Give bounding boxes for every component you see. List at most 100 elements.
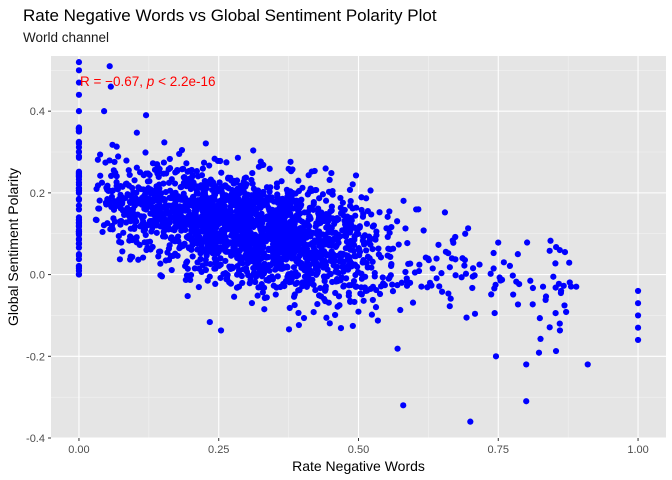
data-point xyxy=(556,320,563,327)
data-point xyxy=(340,268,347,275)
data-point xyxy=(184,258,191,265)
data-point xyxy=(269,206,276,213)
data-point xyxy=(218,238,226,245)
data-point xyxy=(447,295,454,302)
data-point xyxy=(120,229,127,236)
data-point xyxy=(119,248,126,255)
data-point xyxy=(160,180,167,187)
data-point xyxy=(142,112,150,119)
data-point xyxy=(266,165,273,172)
data-point xyxy=(75,79,83,86)
data-point xyxy=(370,222,377,229)
data-point xyxy=(328,203,335,210)
annotation-p-value: < 2.2e-16 xyxy=(154,74,215,89)
data-point xyxy=(207,260,214,268)
data-point xyxy=(183,160,190,167)
correlation-annotation: R = −0.67, p < 2.2e-16 xyxy=(80,74,215,89)
data-point xyxy=(385,275,392,282)
data-point xyxy=(286,304,293,312)
data-point xyxy=(94,156,101,163)
data-point xyxy=(217,157,224,165)
data-point xyxy=(514,251,521,258)
data-point xyxy=(185,245,193,252)
y-axis-title: Global Sentiment Polarity xyxy=(5,168,21,326)
data-point xyxy=(75,154,83,161)
data-point xyxy=(75,91,83,98)
data-point xyxy=(206,162,213,169)
data-point xyxy=(155,168,163,175)
data-point xyxy=(97,172,104,179)
data-point xyxy=(210,204,217,212)
data-point xyxy=(101,108,108,115)
data-point xyxy=(241,194,248,201)
data-point xyxy=(376,290,384,298)
data-point xyxy=(389,288,397,295)
data-point xyxy=(241,206,248,213)
data-point xyxy=(75,179,83,186)
data-point xyxy=(318,209,325,216)
data-point xyxy=(347,258,354,265)
data-point xyxy=(119,199,126,206)
data-point xyxy=(142,200,149,208)
data-point xyxy=(252,264,260,271)
data-point xyxy=(202,140,209,147)
data-point xyxy=(113,173,120,180)
data-point xyxy=(536,315,543,322)
data-point xyxy=(195,283,202,291)
data-point xyxy=(240,212,247,219)
data-point xyxy=(130,210,137,217)
data-point xyxy=(281,283,288,290)
data-point xyxy=(403,278,411,285)
data-point xyxy=(290,250,297,257)
data-point xyxy=(337,257,344,264)
data-point xyxy=(325,299,332,306)
data-point xyxy=(266,274,273,282)
data-point xyxy=(355,230,362,237)
data-point xyxy=(465,225,472,232)
data-point xyxy=(217,327,225,334)
data-point xyxy=(360,297,367,304)
data-point xyxy=(206,318,213,326)
data-point xyxy=(497,277,504,284)
data-point xyxy=(383,225,390,232)
data-point xyxy=(161,139,168,146)
data-point xyxy=(131,225,138,233)
data-point xyxy=(75,236,83,244)
data-point xyxy=(446,264,453,271)
data-point xyxy=(229,264,237,271)
data-point xyxy=(328,169,335,177)
data-point xyxy=(149,243,156,251)
data-point xyxy=(556,246,563,254)
data-point xyxy=(223,275,231,282)
x-tick-label: 0.75 xyxy=(488,444,509,456)
data-point xyxy=(166,216,173,223)
data-point xyxy=(476,261,483,268)
data-point xyxy=(242,183,249,190)
data-point xyxy=(211,155,218,162)
data-point xyxy=(247,257,254,264)
data-point xyxy=(75,196,83,203)
data-point xyxy=(285,326,293,333)
data-point xyxy=(107,83,114,90)
data-point xyxy=(560,282,567,289)
data-point xyxy=(295,309,302,317)
data-point xyxy=(96,197,103,204)
data-point xyxy=(287,158,294,165)
data-point xyxy=(400,197,407,204)
y-tick-label: 0.2 xyxy=(30,188,45,200)
data-point xyxy=(403,282,411,289)
data-point xyxy=(273,212,280,219)
data-point xyxy=(251,220,258,227)
data-point xyxy=(247,215,254,223)
data-point xyxy=(345,292,352,299)
data-point xyxy=(332,229,339,237)
data-point xyxy=(510,291,517,298)
data-point xyxy=(197,216,204,223)
data-point xyxy=(314,249,321,256)
data-point xyxy=(171,224,179,231)
data-point xyxy=(99,228,106,236)
data-point xyxy=(166,165,174,172)
data-point xyxy=(102,159,109,166)
data-point xyxy=(189,253,196,260)
